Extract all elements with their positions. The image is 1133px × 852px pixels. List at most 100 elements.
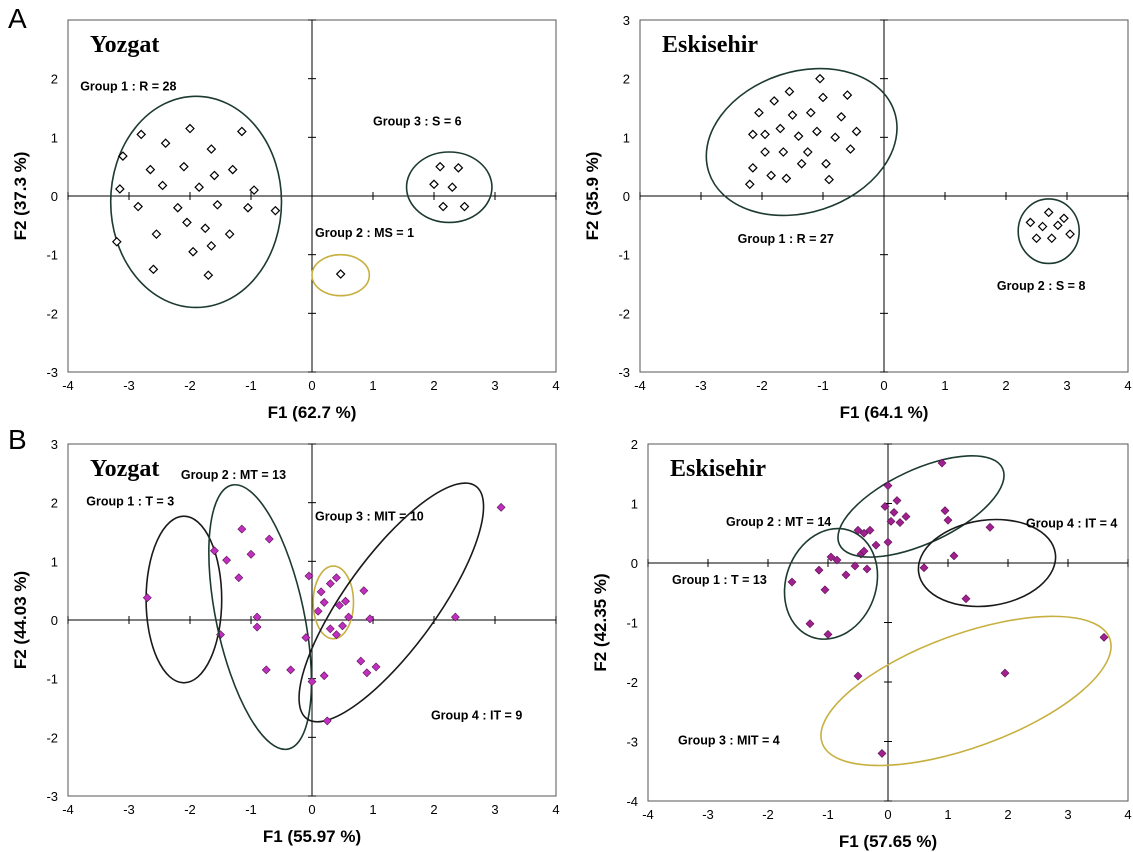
chart-1-y-tick-label: 0 [51, 189, 58, 204]
chart-3-group-2-point [246, 549, 256, 559]
chart-2-y-tick-label: 0 [623, 189, 630, 204]
chart-2-group-2-point [1025, 217, 1036, 228]
chart-1-group-3-point [447, 182, 458, 193]
chart-4-group-4-point [949, 551, 959, 561]
chart-2-y-tick-label: -2 [618, 306, 630, 321]
chart-2-group-1-ellipse [705, 67, 898, 217]
chart-4-x-tick-label: -3 [702, 807, 714, 822]
chart-1-x-tick-label: 4 [552, 378, 559, 393]
chart-3-group-3-point [341, 596, 350, 606]
chart-4-group-4-point [919, 563, 929, 573]
chart-3-group-3-point [344, 612, 354, 622]
chart-4-x-tick-label: 2 [1004, 807, 1011, 822]
chart-3-group-4-point [365, 614, 375, 624]
chart-2-group-1-point [821, 158, 831, 169]
chart-1-group-1-point [209, 170, 220, 181]
chart-2-group-1-point [778, 147, 789, 157]
chart-3-group-2-point [301, 633, 311, 643]
chart-4-group-2-point [892, 496, 902, 505]
chart-1-y-tick-label: -3 [46, 365, 58, 380]
chart-4-group-3-point [1099, 632, 1109, 642]
chart-1-group-1-point [206, 241, 217, 251]
chart-4-y-tick-label: 0 [631, 556, 638, 571]
chart-4-group-4-point [985, 522, 995, 532]
chart-3-group-4-point [356, 656, 366, 666]
chart-2-group-1-point [748, 162, 758, 173]
chart-2-group-1-point [842, 90, 853, 100]
chart-3-group-2-point [252, 622, 262, 632]
chart-4-group-1-point [841, 570, 851, 580]
chart-1-group-3-point [438, 201, 448, 212]
chart-2-group-1-point [766, 170, 776, 181]
chart-1-y-tick-label: 2 [51, 72, 58, 87]
chart-1-group-1-point [243, 202, 253, 213]
chart-3-group-4-point [319, 671, 329, 681]
chart-2-y-tick-label: -1 [618, 248, 630, 263]
chart-1-group-1-point [151, 229, 162, 239]
chart-4-group-2-ellipse [837, 455, 1005, 558]
chart-3-group-4-point [450, 612, 460, 622]
chart-3-group-3-point [325, 624, 335, 634]
chart-3-x-tick-label: 2 [430, 802, 437, 817]
chart-4-group-1-point [862, 564, 872, 574]
chart-4-x-tick-label: 0 [884, 807, 891, 822]
chart-3-y-tick-label: 1 [51, 554, 58, 569]
chart-2-x-tick-label: 3 [1063, 378, 1070, 393]
chart-4-y-tick-label: -4 [626, 794, 638, 809]
chart-2-x-tick-label: 4 [1124, 378, 1131, 393]
chart-1-group-1-point [237, 126, 247, 137]
chart-4-group-2-point [883, 481, 893, 491]
chart-1-group-1-point [133, 201, 143, 212]
chart-3-group-1-point [142, 593, 152, 603]
chart-3-group-1-point [209, 546, 219, 556]
chart-2-y-tick-label: 3 [623, 13, 630, 28]
chart-1-group-1-point [148, 264, 159, 275]
chart-3-group-2-point [222, 555, 232, 565]
chart-2-group-1-point [793, 131, 804, 142]
chart-4-group-1-point [787, 577, 797, 587]
chart-3-group-4-point [362, 668, 372, 678]
chart-3-group-4-label: Group 4 : IT = 9 [431, 709, 522, 723]
chart-4-x-tick-label: 3 [1064, 807, 1071, 822]
chart-3-y-tick-label: 3 [51, 437, 58, 452]
chart-4-group-1-point [850, 561, 860, 571]
chart-4-group-1-point [820, 585, 830, 595]
chart-1-y-tick-label: 1 [51, 130, 58, 145]
chart-2-group-2-point [1059, 213, 1069, 224]
panel-label-a: A [8, 3, 27, 34]
chart-3-y-tick-label: -1 [46, 672, 58, 687]
chart-4-x-tick-label: 4 [1124, 807, 1131, 822]
chart-3-x-tick-label: -1 [245, 802, 257, 817]
chart-1-group-1-point [172, 202, 183, 213]
chart-2-group-1-point [784, 86, 795, 97]
chart-4-group-1-label: Group 1 : T = 13 [672, 573, 767, 587]
chart-3-group-2-label: Group 2 : MT = 13 [181, 468, 286, 482]
chart-2-group-1-point [824, 174, 834, 185]
chart-1-group-3-point [453, 162, 464, 173]
chart-4-group-2-point [880, 502, 890, 511]
chart-3-group-1-label: Group 1 : T = 3 [86, 495, 174, 509]
chart-4-group-2-point [859, 528, 869, 538]
chart-2-x-axis-title: F1 (64.1 %) [840, 403, 929, 422]
chart-1-group-1-point [188, 246, 198, 257]
chart-1-group-1-point [227, 164, 238, 175]
chart-1-group-1-point [194, 182, 204, 193]
chart-3-group-2-ellipse [208, 483, 313, 751]
chart-2-group-1-point [775, 123, 786, 134]
chart-2-group-1-point [748, 129, 758, 140]
chart-1-group-3-point [435, 161, 445, 172]
chart-2-group-2-ellipse [1017, 198, 1080, 265]
chart-1-group-2-label: Group 2 : MS = 1 [315, 226, 414, 240]
chart-2-group-2-point [1031, 233, 1042, 244]
chart-3-group-4-ellipse [298, 482, 485, 723]
chart-3-group-2-point [313, 606, 323, 616]
chart-3-group-2-point [264, 534, 274, 544]
chart-3-group-4-point [371, 662, 381, 672]
chart-4-title: Eskisehir [670, 456, 766, 482]
chart-2-y-axis-title: F2 (35.9 %) [583, 152, 602, 241]
chart-4-group-1-point [853, 525, 863, 535]
chart-2-group-2-point [1043, 207, 1054, 218]
chart-1-group-1-label: Group 1 : R = 28 [80, 79, 176, 93]
chart-3-y-axis-title: F2 (44.03 %) [11, 571, 30, 669]
